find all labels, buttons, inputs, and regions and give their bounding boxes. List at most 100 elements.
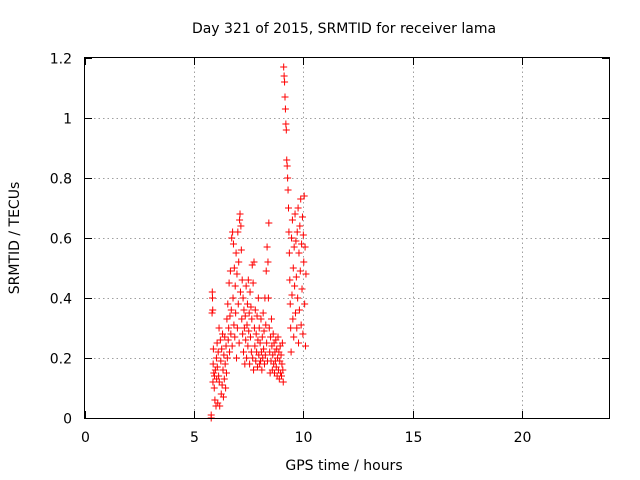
- data-point: [214, 348, 222, 356]
- data-point: [213, 339, 221, 347]
- data-point: [245, 327, 253, 335]
- data-point: [226, 312, 234, 320]
- data-point: [213, 363, 221, 371]
- data-point: [298, 213, 306, 221]
- data-point: [244, 276, 252, 284]
- data-point: [256, 339, 264, 347]
- data-point: [260, 345, 268, 353]
- data-point: [274, 333, 282, 341]
- data-point: [301, 243, 309, 251]
- x-tick-label: 20: [514, 430, 532, 446]
- data-point: [249, 354, 257, 362]
- data-point: [283, 162, 291, 170]
- data-point: [296, 267, 304, 275]
- x-tick-label: 5: [190, 430, 199, 446]
- y-tick-label: 1.2: [50, 52, 72, 68]
- data-point: [287, 324, 295, 332]
- data-point: [251, 306, 259, 314]
- data-point: [278, 360, 286, 368]
- data-point: [238, 315, 246, 323]
- data-point: [287, 348, 295, 356]
- plot-frame: [84, 57, 610, 419]
- data-point: [300, 192, 308, 200]
- data-point: [251, 342, 259, 350]
- data-point: [295, 249, 303, 257]
- data-point: [294, 294, 302, 302]
- data-point: [249, 279, 257, 287]
- data-point: [277, 351, 285, 359]
- data-point: [258, 366, 266, 374]
- data-point: [218, 381, 226, 389]
- data-point: [229, 294, 237, 302]
- data-point: [219, 393, 227, 401]
- data-point: [284, 174, 292, 182]
- x-tick-label: 0: [81, 430, 90, 446]
- data-point: [209, 294, 217, 302]
- data-point: [255, 324, 263, 332]
- data-point: [279, 366, 287, 374]
- data-point: [295, 306, 303, 314]
- data-point: [230, 264, 238, 272]
- data-point: [235, 258, 243, 266]
- data-point: [289, 264, 297, 272]
- data-point: [261, 351, 269, 359]
- data-point: [259, 309, 267, 317]
- y-tick-label: 0.6: [50, 232, 72, 248]
- data-point: [270, 339, 278, 347]
- data-point: [246, 288, 254, 296]
- data-point: [224, 300, 232, 308]
- data-point: [299, 330, 307, 338]
- data-point: [208, 288, 216, 296]
- data-point: [226, 348, 234, 356]
- data-point: [220, 375, 228, 383]
- data-point: [281, 93, 289, 101]
- data-point: [250, 258, 258, 266]
- data-point: [291, 282, 299, 290]
- data-point: [298, 240, 306, 248]
- grid-lines: [85, 58, 609, 418]
- x-tick-label: 15: [405, 430, 423, 446]
- data-point: [241, 312, 249, 320]
- data-point: [215, 372, 223, 380]
- data-point: [262, 321, 270, 329]
- data-point: [218, 345, 226, 353]
- data-point: [254, 294, 262, 302]
- data-point: [278, 372, 285, 380]
- data-point: [242, 336, 250, 344]
- data-point: [210, 384, 218, 392]
- data-point: [299, 231, 307, 239]
- data-point: [236, 210, 244, 218]
- data-points: [207, 63, 310, 422]
- data-point: [209, 345, 217, 353]
- data-point: [294, 204, 302, 212]
- data-point: [220, 351, 228, 359]
- data-point: [283, 156, 291, 164]
- data-point: [293, 324, 301, 332]
- data-point: [234, 300, 242, 308]
- data-point: [222, 384, 230, 392]
- data-point: [302, 342, 310, 350]
- data-point: [265, 324, 273, 332]
- data-point: [225, 279, 233, 287]
- data-point: [215, 324, 223, 332]
- data-point: [225, 324, 233, 332]
- data-point: [280, 72, 288, 80]
- data-point: [286, 276, 294, 284]
- data-point: [216, 402, 224, 410]
- data-point: [227, 306, 235, 314]
- data-point: [222, 342, 230, 350]
- data-point: [212, 354, 220, 362]
- data-point: [260, 327, 268, 335]
- data-point: [227, 330, 235, 338]
- data-point: [228, 234, 236, 242]
- data-point: [302, 270, 310, 278]
- data-point: [291, 210, 299, 218]
- data-point: [257, 315, 265, 323]
- data-point: [293, 228, 301, 236]
- data-point: [289, 315, 297, 323]
- y-tick-labels: 0 0.2 0.4 0.6 0.8 1 1.2: [50, 52, 72, 428]
- data-point: [233, 270, 241, 278]
- data-point: [290, 333, 298, 341]
- data-point: [264, 294, 272, 302]
